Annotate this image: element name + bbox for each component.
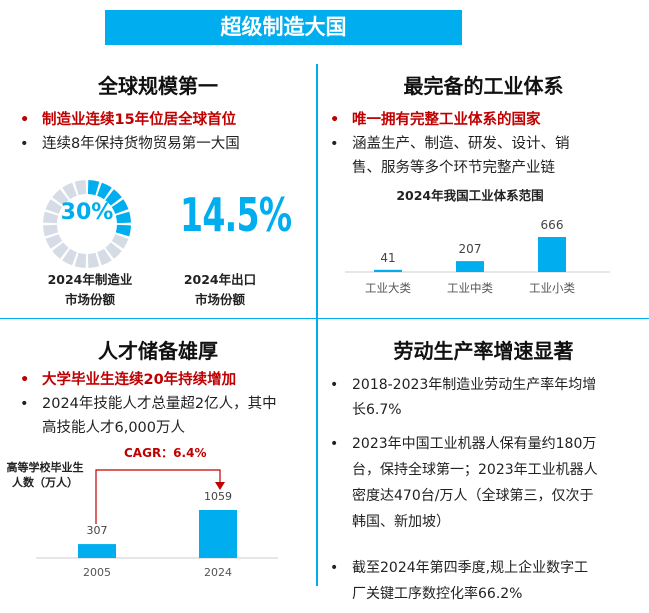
tick-label: 2024 <box>204 566 232 579</box>
q3-bullet-1: • 大学毕业生连续20年持续增加 <box>20 372 237 388</box>
vertical-divider <box>316 64 318 586</box>
bar <box>538 237 566 272</box>
ring-segment <box>115 211 131 224</box>
q2-bullet-2: • 涵盖生产、制造、研发、设计、销 售、服务等多个环节完整产业链 <box>330 136 570 176</box>
q4-bullet-1: • 2018-2023年制造业劳动生产率年均增 长6.7% <box>330 377 597 418</box>
q1-bullet-1: • 制造业连续15年位居全球首位 <box>20 112 237 128</box>
q2-heading: 最完备的工业体系 <box>403 74 564 98</box>
tick-label: 2005 <box>83 566 111 579</box>
export-share-value: 14.5% <box>180 188 292 242</box>
ring-segment <box>74 180 87 196</box>
ring-segment <box>74 252 87 268</box>
cagr-bracket <box>95 469 221 524</box>
chart1-title: 2024年我国工业体系范围 <box>396 188 544 203</box>
bar <box>78 544 116 558</box>
ring-segment <box>111 199 129 214</box>
data-label: 207 <box>459 242 482 256</box>
ring-segment <box>105 242 122 259</box>
cagr-arrow-icon <box>215 482 225 490</box>
tick-label: 工业大类 <box>365 281 411 295</box>
market-share-ring <box>43 180 131 268</box>
data-label: 666 <box>541 218 564 232</box>
ring-segment <box>111 234 129 249</box>
horizontal-divider <box>0 318 649 319</box>
ring-value: 30% <box>60 200 114 225</box>
ring-caption: 2024年制造业 市场份额 <box>47 272 133 307</box>
graduates-chart: 307 2005 1059 2024 <box>36 469 278 579</box>
q4-bullet-2: • 2023年中国工业机器人保有量约180万 台，保持全球第一；2023年工业机器人… <box>330 436 598 530</box>
data-label: 41 <box>380 251 395 265</box>
tick-label: 工业小类 <box>529 281 575 295</box>
q3-bullet-2: • 2024年技能人才总量超2亿人，其中 高技能人才6,000万人 <box>20 396 277 436</box>
q2-bullet-1: • 唯一拥有完整工业体系的国家 <box>330 112 541 128</box>
bar <box>456 261 484 272</box>
cagr-label: CAGR：6.4% <box>124 446 207 460</box>
ring-segment <box>115 224 131 237</box>
ring-segment <box>87 252 100 268</box>
industry-chart: 41 工业大类 207 工业中类 666 工业小类 <box>345 218 610 295</box>
ring-segment <box>45 199 63 214</box>
q1-heading: 全球规模第一 <box>98 74 218 98</box>
q4-bullet-3: • 截至2024年第四季度,规上企业数字工 厂关键工序数控化率66.2% <box>330 560 589 602</box>
chart2-title: 高等学校毕业生人数（万人） <box>6 461 84 489</box>
bar <box>199 510 237 558</box>
q3-heading: 人才储备雄厚 <box>98 339 218 363</box>
data-label: 1059 <box>204 490 232 503</box>
ring-segment <box>97 182 112 200</box>
ring-segment <box>97 248 112 266</box>
data-label: 307 <box>87 524 108 537</box>
ring-segment <box>87 180 100 196</box>
slide-title: 超级制造大国 <box>105 10 462 45</box>
bar <box>374 269 402 272</box>
ring-segment <box>62 182 77 200</box>
tick-label: 工业中类 <box>447 281 493 295</box>
ring-segment <box>62 248 77 266</box>
ring-segment <box>43 211 59 224</box>
q1-bullet-2: • 连续8年保持货物贸易第一大国 <box>20 136 240 152</box>
ring-segment <box>43 224 59 237</box>
ring-segment <box>105 189 122 206</box>
ring-segment <box>52 242 69 259</box>
ring-segment <box>45 234 63 249</box>
q4-heading: 劳动生产率增速显著 <box>393 339 574 363</box>
ring-segment <box>52 189 69 206</box>
stat-caption: 2024年出口 市场份额 <box>183 272 257 307</box>
